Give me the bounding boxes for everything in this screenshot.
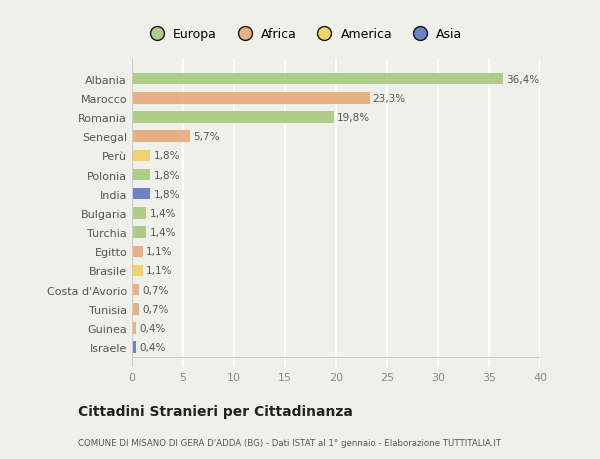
Text: 1,4%: 1,4% [149,228,176,238]
Bar [132,112,334,123]
Bar [132,342,136,353]
Text: 0,7%: 0,7% [142,285,169,295]
Text: 19,8%: 19,8% [337,113,370,123]
Bar [132,246,143,257]
Bar [132,131,190,143]
Bar [132,323,136,334]
Text: 1,8%: 1,8% [154,189,180,199]
Bar [132,169,151,181]
Text: 0,4%: 0,4% [139,323,166,333]
Text: 1,8%: 1,8% [154,170,180,180]
Text: 1,1%: 1,1% [146,266,173,276]
Bar [132,93,370,104]
Bar [132,265,143,277]
Text: Cittadini Stranieri per Cittadinanza: Cittadini Stranieri per Cittadinanza [78,404,353,419]
Text: 5,7%: 5,7% [193,132,220,142]
Bar [132,303,139,315]
Bar [132,207,146,219]
Text: 0,4%: 0,4% [139,342,166,353]
Text: 1,4%: 1,4% [149,208,176,218]
Bar [132,284,139,296]
Text: 0,7%: 0,7% [142,304,169,314]
Text: 23,3%: 23,3% [373,94,406,104]
Text: 1,1%: 1,1% [146,247,173,257]
Bar [132,150,151,162]
Text: 36,4%: 36,4% [506,74,539,84]
Bar [132,73,503,85]
Bar [132,189,151,200]
Legend: Europa, Africa, America, Asia: Europa, Africa, America, Asia [139,23,467,46]
Bar [132,227,146,238]
Text: COMUNE DI MISANO DI GERA D'ADDA (BG) - Dati ISTAT al 1° gennaio - Elaborazione T: COMUNE DI MISANO DI GERA D'ADDA (BG) - D… [78,438,501,447]
Text: 1,8%: 1,8% [154,151,180,161]
